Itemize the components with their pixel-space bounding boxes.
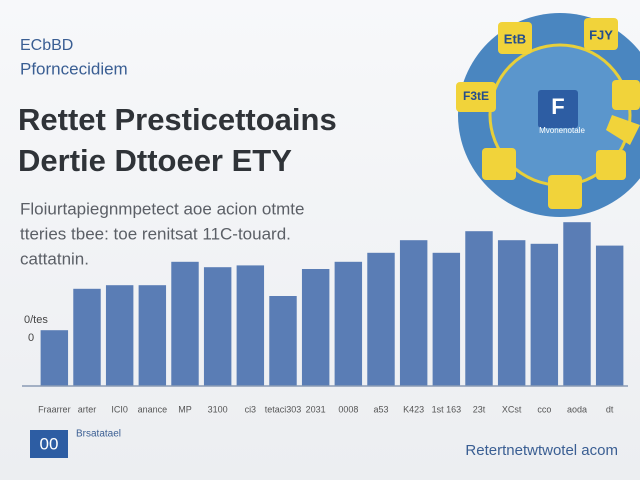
bar [40, 330, 69, 386]
title-line: Dertie Dttoeer ETY [18, 143, 292, 178]
x-tick-label: 0008 [338, 404, 358, 414]
x-tick-label: anance [138, 404, 168, 414]
x-tick-label: arter [78, 404, 97, 414]
footer: Retertnetwtwotel acom [465, 442, 618, 459]
bar [497, 240, 526, 386]
bar [171, 261, 199, 386]
gear-graphic: EtB FJY F3tE F Mvonenotale [456, 13, 640, 217]
x-tick-label: MP [178, 404, 192, 414]
badge-box [30, 430, 68, 458]
gear-label: EtB [504, 31, 526, 46]
x-tick-label: 2031 [306, 404, 326, 414]
gear-label: F3tE [463, 89, 489, 103]
axis-label: 0/tes [24, 314, 48, 326]
gear-label: Mvonenotale [539, 126, 585, 135]
x-tick-label: a53 [373, 404, 388, 414]
bar [105, 285, 134, 386]
bar [465, 231, 493, 386]
bar [399, 240, 428, 386]
bar [432, 252, 461, 386]
brand-line: ECbBD [20, 37, 73, 54]
brand-line: Pforncecidiem [20, 59, 128, 78]
bar [563, 222, 591, 386]
title-line: Rettet Presticettoains [18, 102, 337, 137]
x-tick-label: ci3 [245, 404, 257, 414]
bar [367, 252, 395, 386]
gear-label: F [551, 94, 564, 119]
subtitle-line: tteries tbee: toe renitsat 11C-touard. [20, 224, 291, 243]
x-tick-label: Fraarrer [38, 404, 71, 414]
subtitle-line: Floiurtapiegnmpetect aoe acion otmte [20, 199, 304, 218]
bar [595, 245, 624, 386]
x-tick-label: dt [606, 404, 614, 414]
subtitle-line: cattatnin. [20, 249, 89, 268]
badge-icon: 00 [40, 434, 59, 453]
plot: Fraarrer arter ICI0 anance MP 3100 ci3 tetaci30… [38, 222, 624, 414]
bar [203, 267, 232, 386]
gear-label: FJY [589, 27, 613, 42]
bar [530, 243, 559, 386]
x-tick-label: 23t [473, 404, 486, 414]
bar [236, 265, 265, 386]
bar [301, 269, 330, 386]
bar [138, 285, 167, 386]
x-tick-label: cco [537, 404, 551, 414]
axis-label: 0 [28, 332, 34, 344]
x-tick-label: aoda [567, 404, 587, 414]
x-tick-label: ICI0 [111, 404, 128, 414]
x-tick-label: tetaci303 [265, 404, 302, 414]
bar [334, 261, 363, 386]
x-tick-label: 1st 163 [432, 404, 462, 414]
bar [73, 288, 101, 386]
x-tick-label: K423 [403, 404, 424, 414]
x-tick-label: XCst [502, 404, 522, 414]
bar [269, 296, 297, 386]
badge-text: Brsatatael [76, 429, 121, 440]
x-tick-label: 3100 [208, 404, 228, 414]
